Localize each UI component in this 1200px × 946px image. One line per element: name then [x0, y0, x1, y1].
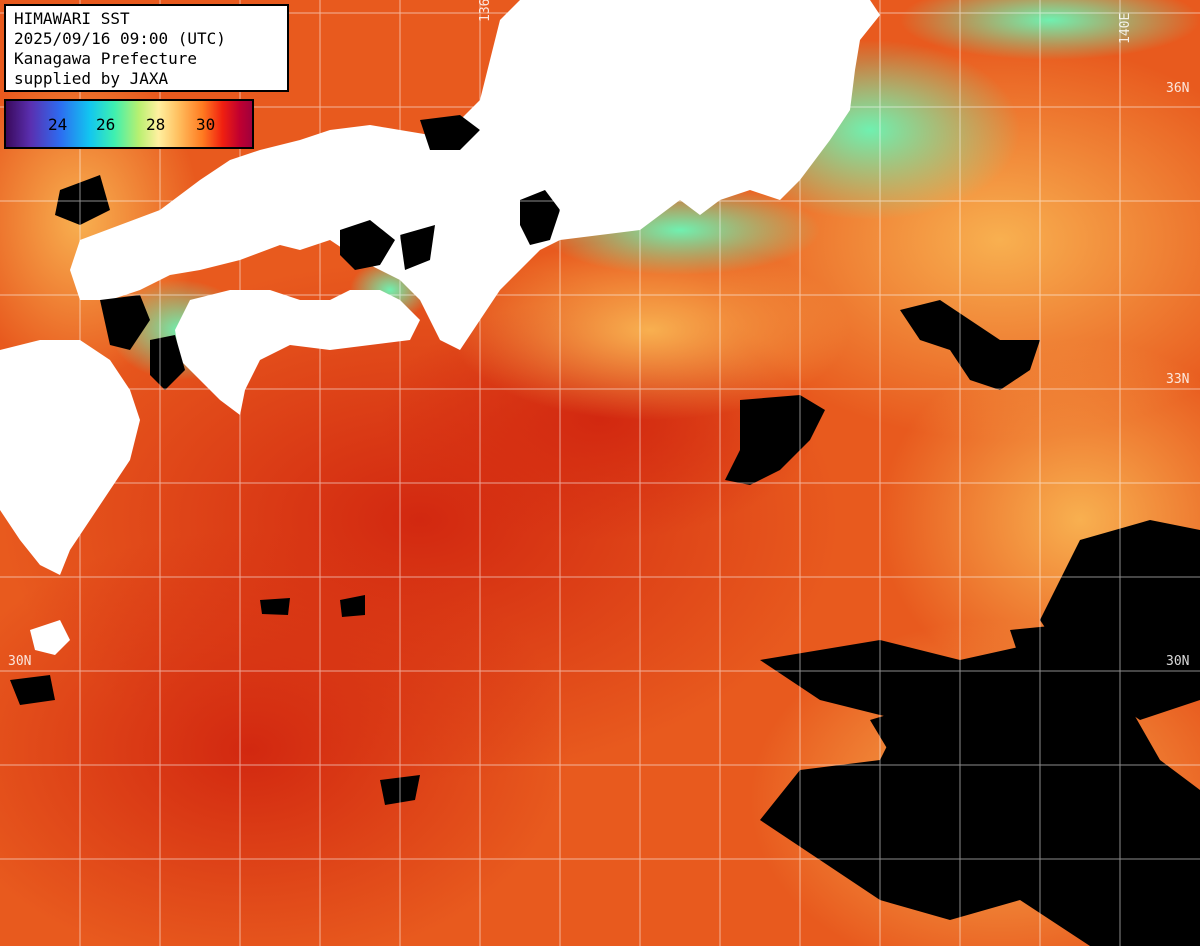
- no-data-regions: [10, 115, 1200, 946]
- map-info-box: HIMAWARI SST 2025/09/16 09:00 (UTC) Kana…: [4, 4, 289, 92]
- legend-label: 24: [48, 115, 68, 134]
- lat-label-36n: 36N: [1166, 81, 1190, 96]
- land-island: [770, 140, 805, 180]
- lat-label-30n-left: 30N: [8, 654, 32, 669]
- lat-label-33-left: 33: [6, 372, 22, 387]
- map-title: HIMAWARI SST: [14, 9, 130, 28]
- lat-label-30n: 30N: [1166, 654, 1190, 669]
- lat-label-33n: 33N: [1166, 372, 1190, 387]
- cool-strip: [900, 0, 1200, 60]
- lon-label-136e: 136E: [478, 0, 493, 22]
- land-honshu: [0, 0, 880, 350]
- lon-label-140e: 140E: [1118, 12, 1133, 44]
- legend-label: 30: [196, 115, 216, 134]
- land-island: [30, 620, 70, 655]
- mild-region: [450, 240, 850, 420]
- land-shikoku: [175, 290, 420, 415]
- map-datetime: 2025/09/16 09:00 (UTC): [14, 29, 226, 48]
- map-region: Kanagawa Prefecture: [14, 49, 198, 68]
- legend-label: 28: [146, 115, 166, 134]
- map-source: supplied by JAXA: [14, 69, 169, 88]
- warm-pool: [0, 530, 570, 946]
- legend-label: 26: [96, 115, 116, 134]
- land-kyushu: [0, 340, 140, 575]
- temperature-legend: 24 26 28 30: [4, 99, 254, 149]
